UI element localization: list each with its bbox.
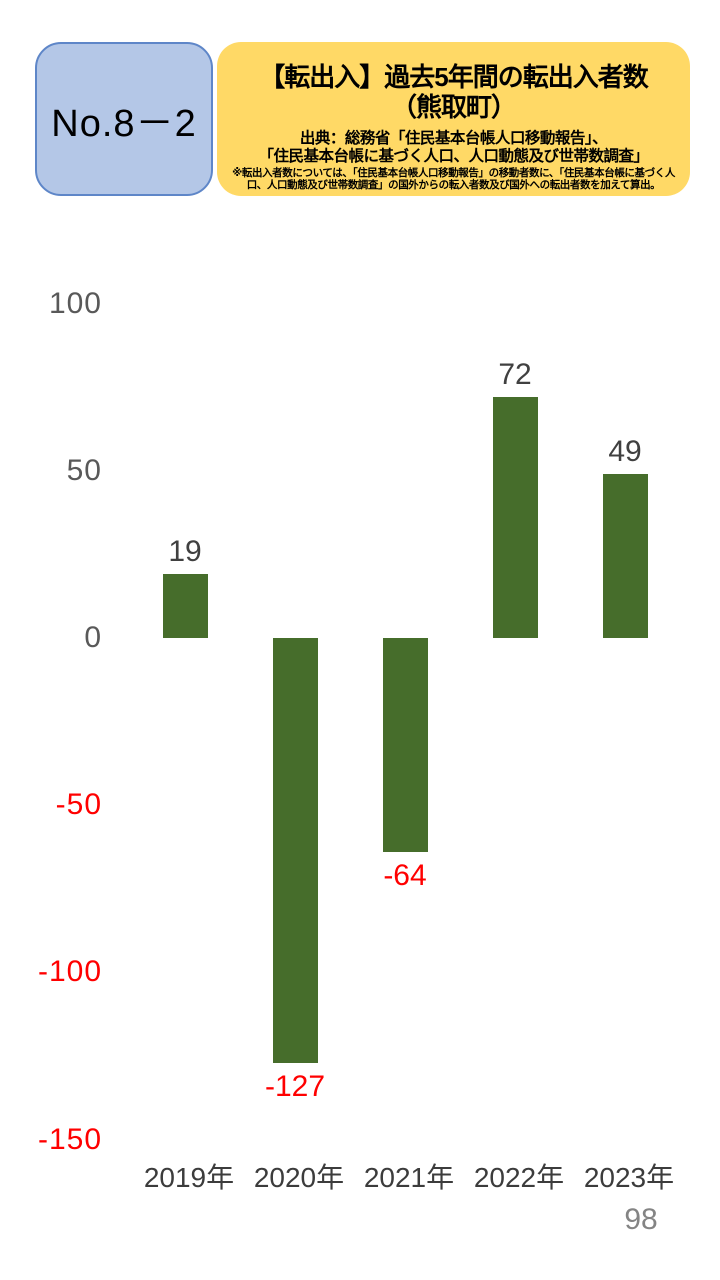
- x-category-label: 2022年: [473, 1162, 565, 1193]
- bar-value-label: -64: [383, 859, 427, 893]
- page-number: 98: [624, 1203, 658, 1236]
- bar-2023年: [602, 474, 648, 638]
- bar-value-label: 49: [608, 435, 642, 469]
- y-tick-label: 0: [84, 621, 102, 654]
- x-category-label: 2019年: [143, 1162, 235, 1193]
- bar-2022年: [492, 397, 538, 638]
- bar-2019年: [162, 574, 208, 638]
- bar-value-label: 19: [168, 535, 202, 569]
- bar-value-label: -127: [264, 1069, 326, 1103]
- y-tick-label: 50: [66, 453, 102, 487]
- y-tick-label: -50: [55, 788, 102, 822]
- x-category-label: 2021年: [363, 1162, 455, 1193]
- bar-2021年: [382, 638, 428, 853]
- note-line2: 口、人口動態及び世帯数調査」の国外からの転入者数及び国外への転出者数を加えて算出…: [246, 178, 661, 191]
- slide-number-label: No.8－2: [51, 102, 197, 145]
- source-line1: 出典：総務省「住民基本台帳人口移動報告」、: [299, 130, 608, 147]
- chart-title-line1: 【転出入】過去5年間の転出入者数: [259, 62, 648, 92]
- slide-number-badge: No.8－2: [35, 42, 213, 196]
- title-box: 【転出入】過去5年間の転出入者数 （熊取町） 出典：総務省「住民基本台帳人口移動…: [217, 42, 690, 196]
- chart-title-line2: （熊取町）: [390, 92, 517, 122]
- y-tick-label: -100: [37, 955, 102, 989]
- y-tick-label: -150: [37, 1122, 102, 1156]
- x-category-label: 2020年: [253, 1162, 345, 1193]
- y-tick-label: 100: [48, 286, 102, 320]
- bar-value-label: 72: [498, 358, 532, 392]
- source-line2: 「住民基本台帳に基づく人口、人口動態及び世帯数調査」: [258, 148, 649, 165]
- note-line1: ※転出入者数については、「住民基本台帳人口移動報告」の移動者数に、「住民基本台帳…: [232, 167, 675, 179]
- bar-2020年: [272, 638, 318, 1063]
- x-category-label: 2023年: [583, 1162, 675, 1193]
